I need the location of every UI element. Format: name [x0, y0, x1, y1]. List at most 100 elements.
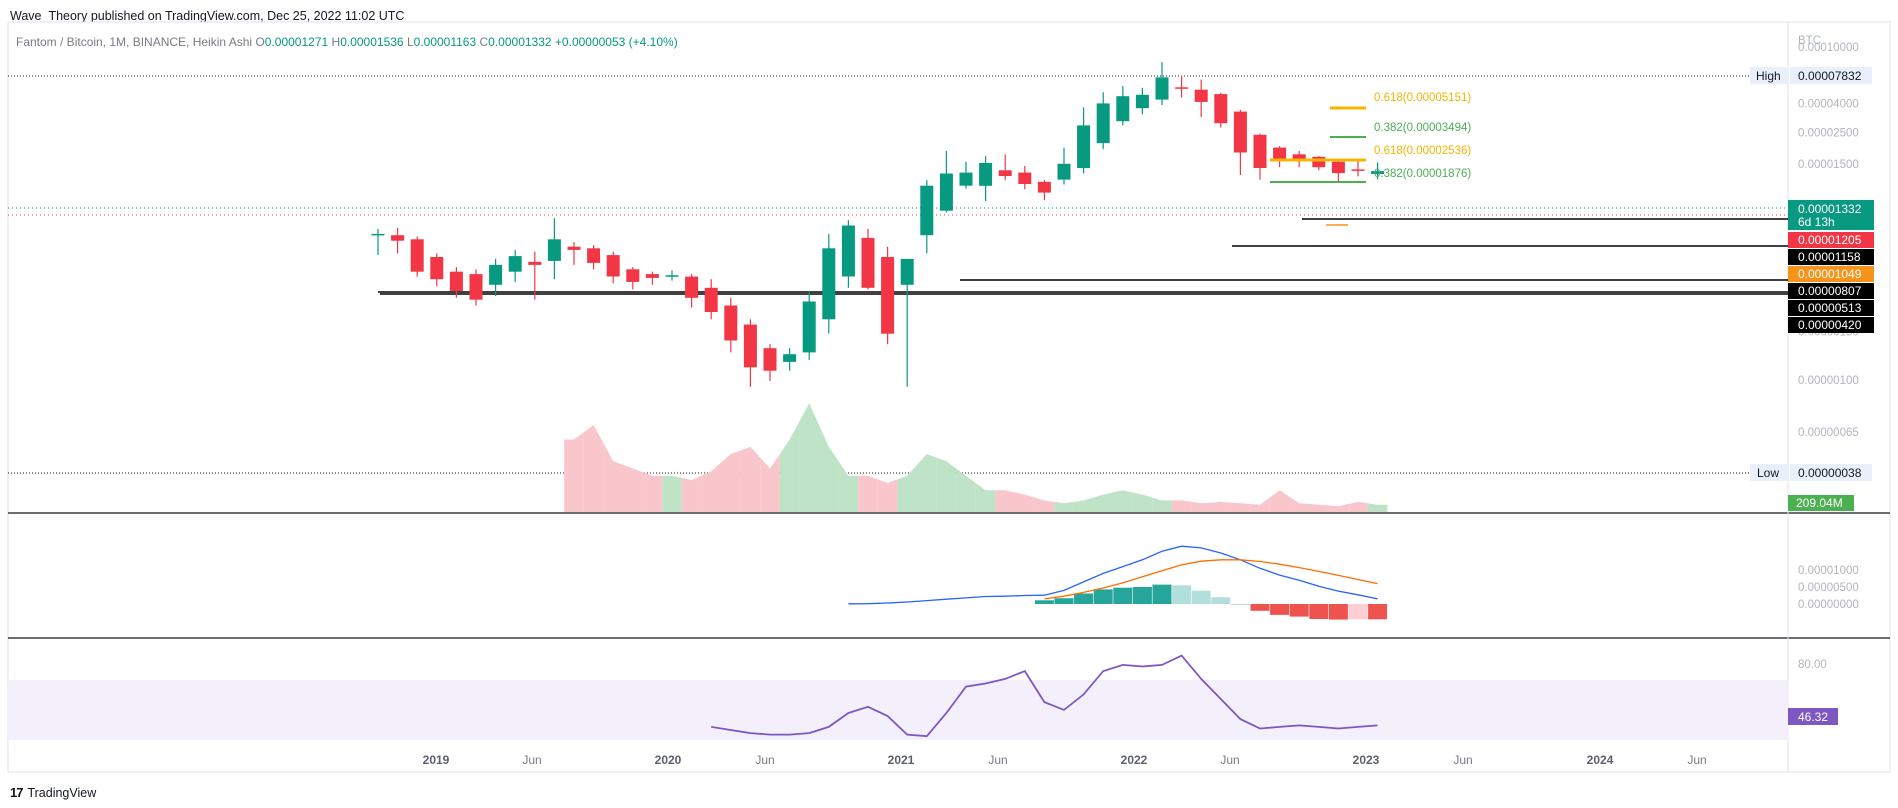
level-tag-value: 0.00000420: [1798, 318, 1862, 332]
candle-body: [1331, 161, 1345, 174]
price-axis-label: 0.00004000: [1798, 98, 1859, 110]
volume-bar: [1171, 500, 1192, 512]
volume-bar: [583, 425, 604, 512]
current-price-value: 0.00001332: [1798, 202, 1862, 216]
candle-body: [743, 324, 757, 368]
macd-histogram-bar: [1348, 604, 1368, 620]
rsi-pane: [711, 654, 1378, 738]
symbol-legend: Fantom / Bitcoin, 1M, BINANCE, Heikin As…: [16, 35, 678, 49]
rsi-line: [711, 654, 1378, 738]
macd-pane: [848, 545, 1388, 620]
level-tag: [1788, 283, 1874, 299]
time-axis-month: Jun: [1220, 753, 1239, 767]
macd-histogram-bar: [1152, 584, 1172, 604]
level-tag-value: 0.00001049: [1798, 267, 1862, 281]
volume-bar: [1289, 496, 1309, 512]
candle-body: [489, 264, 503, 285]
candle-body: [704, 287, 718, 312]
fib-label: 0.382(0.00003494): [1374, 122, 1471, 134]
candle-body: [626, 269, 640, 282]
volume-bar: [721, 450, 741, 512]
time-axis-year: 2020: [655, 753, 682, 767]
volume-bar: [1113, 490, 1133, 512]
candle-body: [449, 271, 463, 291]
macd-histogram-bar: [1368, 604, 1388, 620]
footer-brand: TradingView: [27, 785, 97, 800]
candle-body: [469, 274, 483, 300]
price-axis-label: 0.00000065: [1798, 427, 1859, 439]
candle-body: [1155, 77, 1169, 100]
volume-bar: [779, 421, 800, 512]
close-value: 0.00001332: [488, 35, 552, 49]
high-value-tag: 0.00007832: [1798, 69, 1862, 83]
level-tag: [1788, 249, 1874, 265]
candle-body: [391, 235, 405, 241]
macd-histogram-bar: [1191, 590, 1211, 604]
candle-body: [430, 257, 444, 280]
time-axis-month: Jun: [988, 753, 1007, 767]
candle-body: [1253, 134, 1267, 168]
level-tag-value: 0.00000513: [1798, 301, 1862, 315]
macd-axis-label: 0.00000500: [1798, 582, 1859, 594]
level-tag: [1788, 232, 1874, 248]
fib-label: 0.618(0.00005151): [1374, 92, 1471, 104]
macd-histogram-bar: [1113, 587, 1133, 604]
macd-histogram-bar: [1270, 604, 1290, 615]
macd-axis-label: 0.00000000: [1798, 599, 1859, 611]
footer: 17 TradingView: [10, 785, 96, 800]
volume-bar: [1230, 502, 1251, 512]
candle-body: [959, 172, 973, 186]
currency-label: BTC: [1798, 35, 1821, 47]
volume-bar: [975, 483, 996, 512]
candle-body: [1037, 181, 1051, 193]
candle-body: [920, 185, 934, 236]
volume-tag: [1788, 495, 1854, 511]
volume-bar: [956, 468, 976, 512]
symbol-title: Fantom / Bitcoin, 1M, BINANCE, Heikin As…: [16, 35, 253, 49]
volume-bar: [642, 472, 663, 512]
horizontal-levels: [378, 218, 1788, 295]
signal-line: [1044, 559, 1378, 600]
macd-histogram-bar: [1093, 589, 1113, 604]
time-axis-month: Jun: [1453, 753, 1472, 767]
candle-body: [939, 173, 953, 211]
volume-bar: [1328, 504, 1349, 512]
level-tag-value: 0.00000807: [1798, 284, 1862, 298]
candle-body: [822, 248, 836, 320]
open-value: 0.00001271: [264, 35, 329, 49]
volume-bar: [1367, 503, 1388, 512]
candle-body: [1096, 103, 1110, 144]
fibonacci-levels: 0.618(0.00005151) 0.382(0.00003494) 0.618(…: [1270, 92, 1471, 183]
volume-bar: [1211, 501, 1231, 512]
candle-body: [371, 233, 385, 236]
volume-bar: [623, 464, 643, 512]
macd-line: [848, 545, 1378, 605]
candle-body: [685, 276, 699, 298]
macd-histogram-bar: [1230, 604, 1250, 605]
volume-bar: [1152, 497, 1172, 512]
candle-body: [841, 225, 855, 277]
macd-histogram-bar: [1309, 604, 1329, 619]
level-tags: 0.00001205 0.00001158 0.00001049 0.00000807…: [1788, 232, 1874, 333]
volume-bar: [1348, 501, 1368, 512]
low-tag-label: Low: [1757, 466, 1779, 480]
candle-body: [410, 239, 424, 272]
candle-body: [1371, 171, 1385, 174]
macd-histogram-bar: [1211, 597, 1231, 604]
candle-body: [665, 275, 679, 277]
volume-bar: [1093, 492, 1113, 512]
current-price-tag: [1788, 200, 1874, 230]
volume-bar: [799, 403, 819, 512]
macd-histogram-bar: [1328, 604, 1348, 620]
volume-bar: [995, 490, 1015, 512]
volume-bar: [740, 446, 761, 512]
low-value-bg: [1790, 464, 1872, 481]
time-axis-month: Jun: [1687, 753, 1706, 767]
volume-bar: [877, 479, 898, 512]
candle-body: [1077, 125, 1091, 169]
candle-body: [724, 305, 738, 341]
time-axis-year: 2022: [1121, 753, 1148, 767]
candle-body: [508, 256, 522, 272]
macd-histogram-bar: [1172, 585, 1192, 604]
